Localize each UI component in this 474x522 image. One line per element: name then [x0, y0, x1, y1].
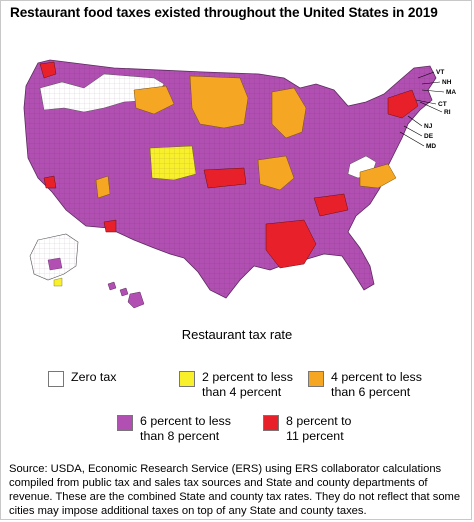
- orange-missouri-area: [257, 155, 295, 191]
- map-title: Restaurant food taxes existed throughout…: [10, 5, 438, 20]
- us-county-map: VT NH MA CT RI NJ DE MD: [4, 28, 470, 318]
- state-label-de: DE: [424, 133, 434, 140]
- red-washington-coast: [39, 61, 57, 79]
- legend-label-4-6: 4 percent to less than 6 percent: [331, 370, 422, 399]
- legend-swatch-6-8: [117, 415, 133, 431]
- hawaii-shape: [107, 281, 145, 309]
- legend-item-8-11: 8 percent to 11 percent: [263, 414, 351, 444]
- northeast-labels: [399, 71, 445, 147]
- red-tennessee: [313, 193, 349, 217]
- alaska-yellow: [53, 277, 63, 287]
- legend-label-8-11: 8 percent to 11 percent: [286, 414, 352, 443]
- red-arizona-spot: [103, 219, 117, 233]
- state-label-nj: NJ: [424, 123, 433, 130]
- state-label-ri: RI: [444, 109, 451, 116]
- state-label-md: MD: [426, 143, 436, 150]
- legend-swatch-4-6: [308, 371, 324, 387]
- legend-label-2-4: 2 percent to less than 4 percent: [202, 370, 293, 399]
- legend-swatch-zero-tax: [48, 371, 64, 387]
- orange-wisconsin: [271, 87, 307, 139]
- legend-swatch-8-11: [263, 415, 279, 431]
- red-california-spot: [43, 175, 57, 189]
- red-kansas-oklahoma: [203, 167, 247, 189]
- legend-title: Restaurant tax rate: [181, 327, 293, 342]
- orange-dakotas: [189, 75, 249, 129]
- legend-item-zero-tax: Zero tax: [48, 370, 116, 387]
- legend-item-6-8: 6 percent to less than 8 percent: [117, 414, 231, 444]
- state-label-nh: NH: [442, 79, 452, 86]
- state-label-vt: VT: [436, 69, 444, 76]
- state-label-ma: MA: [446, 89, 456, 96]
- state-label-group: VT NH MA CT RI NJ DE MD: [424, 69, 456, 150]
- legend-label-6-8: 6 percent to less than 8 percent: [140, 414, 231, 443]
- legend-item-4-6: 4 percent to less than 6 percent: [308, 370, 422, 400]
- alaska-purple: [47, 257, 63, 271]
- legend-swatch-2-4: [179, 371, 195, 387]
- red-new-york: [387, 89, 419, 119]
- orange-virginia: [359, 163, 397, 189]
- source-note: Source: USDA, Economic Research Service …: [9, 463, 461, 517]
- orange-montana-east: [133, 85, 175, 115]
- orange-nevada: [95, 175, 111, 199]
- state-label-ct: CT: [438, 101, 447, 108]
- red-arkansas-louisiana-alabama: [265, 219, 317, 269]
- legend-label-zero-tax: Zero tax: [71, 370, 117, 384]
- legend-item-2-4: 2 percent to less than 4 percent: [179, 370, 293, 400]
